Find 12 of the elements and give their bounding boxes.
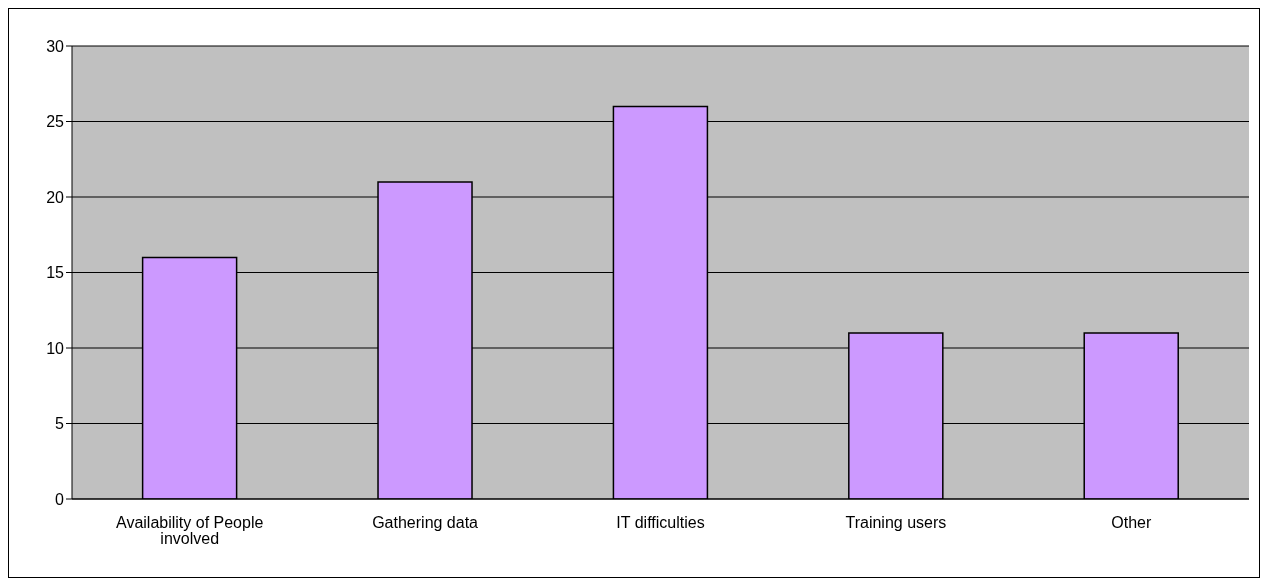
- y-tick-label: 30: [46, 37, 65, 55]
- y-tick-label: 15: [46, 264, 65, 282]
- x-tick-label: Training users: [845, 514, 947, 532]
- y-tick-label: 10: [46, 339, 65, 357]
- x-tick-label: IT difficulties: [616, 514, 705, 532]
- y-tick-label: 25: [46, 113, 65, 131]
- y-tick-label: 5: [55, 415, 65, 433]
- x-tick-label: Gathering data: [372, 514, 479, 532]
- x-tick-label: Other: [1111, 514, 1152, 532]
- y-tick-label: 20: [46, 188, 65, 206]
- y-tick-label: 0: [55, 490, 65, 508]
- x-tick-label: Availability of People involved: [116, 514, 264, 548]
